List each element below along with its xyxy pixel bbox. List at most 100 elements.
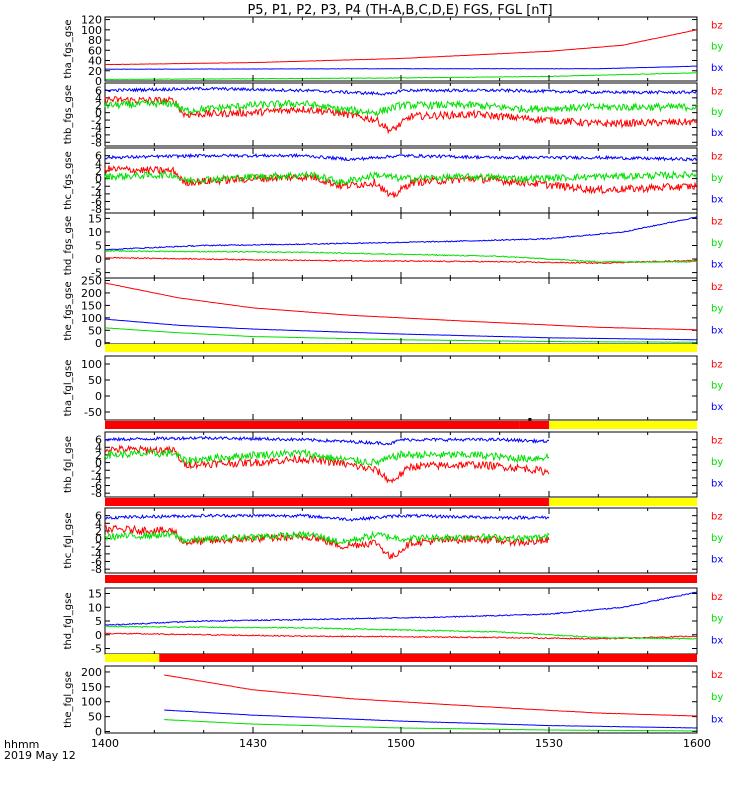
- legend-by: by: [711, 533, 723, 544]
- mode-bar: [105, 421, 697, 429]
- legend-bx: bx: [711, 63, 723, 74]
- mode-bar: [105, 344, 697, 352]
- legend-by: by: [711, 107, 723, 118]
- x-axis-units-label: hhmm: [4, 738, 39, 751]
- panel-frame: [104, 212, 698, 279]
- y-tick-label: 0: [95, 629, 102, 642]
- y-tick-label: 10: [88, 226, 102, 239]
- y-axis-label: tha_fgl_gse: [63, 360, 74, 417]
- y-tick-label: 6: [95, 84, 102, 97]
- mode-bar: [105, 498, 697, 506]
- series-bx: [164, 709, 698, 729]
- legend-bz: bz: [711, 592, 723, 603]
- y-tick-label: 50: [88, 324, 102, 337]
- panel-frame: [104, 355, 698, 421]
- series-by: [104, 249, 698, 263]
- y-tick-label: 100: [81, 358, 102, 371]
- series-bz: [104, 632, 698, 640]
- y-tick-label: 150: [81, 299, 102, 312]
- y-tick-label: -4: [91, 548, 102, 561]
- y-tick-label: 0: [95, 253, 102, 266]
- series-bz: [104, 282, 698, 331]
- y-axis-label: the_fgs_gse: [63, 281, 74, 340]
- y-tick-label: -6: [91, 196, 102, 209]
- y-tick-label: -4: [91, 472, 102, 485]
- panel-frame: [104, 16, 698, 82]
- mode-bar-segment: [105, 421, 520, 429]
- y-axis-label: the_fgl_gse: [63, 671, 74, 728]
- y-tick-label: -2: [91, 464, 102, 477]
- y-tick-label: 0: [95, 337, 102, 350]
- y-tick-label: 6: [95, 150, 102, 163]
- legend-bx: bx: [711, 195, 723, 206]
- legend-bx: bx: [711, 260, 723, 271]
- legend-by: by: [711, 173, 723, 184]
- y-tick-label: -50: [84, 406, 102, 419]
- y-tick-label: -6: [91, 480, 102, 493]
- series-by: [104, 625, 698, 640]
- mode-bar: [105, 654, 697, 662]
- y-tick-label: -8: [91, 563, 102, 576]
- y-tick-label: 0: [95, 457, 102, 470]
- y-tick-label: 50: [88, 711, 102, 724]
- y-tick-label: -6: [91, 129, 102, 142]
- legend-by: by: [711, 238, 723, 249]
- legend-by: by: [711, 42, 723, 53]
- legend-bz: bz: [711, 436, 723, 447]
- y-tick-label: 0: [95, 726, 102, 739]
- y-tick-label: -6: [91, 556, 102, 569]
- y-tick-label: -2: [91, 540, 102, 553]
- legend-bz: bz: [711, 152, 723, 163]
- legend-bz: bz: [711, 86, 723, 97]
- legend-by: by: [711, 457, 723, 468]
- x-tick-label: 1500: [387, 737, 415, 750]
- legend-bz: bz: [711, 21, 723, 32]
- series-bx: [104, 513, 550, 522]
- y-tick-label: -2: [91, 180, 102, 193]
- y-tick-label: 0: [95, 533, 102, 546]
- panel-frame: [104, 665, 698, 734]
- legend-bx: bx: [711, 128, 723, 139]
- panel-frame: [104, 431, 698, 498]
- y-tick-label: -4: [91, 188, 102, 201]
- series-by: [104, 448, 550, 467]
- series-by: [104, 170, 698, 186]
- y-tick-label: -8: [91, 203, 102, 216]
- x-tick-label: 1430: [239, 737, 267, 750]
- y-tick-label: 2: [95, 449, 102, 462]
- mode-bar-segment: [105, 498, 549, 506]
- y-tick-label: 2: [95, 525, 102, 538]
- x-tick-label: 1400: [91, 737, 119, 750]
- y-axis-label: thd_fgl_gse: [63, 593, 74, 650]
- series-by: [164, 719, 698, 732]
- mode-bar-segment: [519, 421, 549, 429]
- mode-bar-segment: [549, 498, 697, 506]
- x-axis: 1400 1430 1500 1530 1600: [91, 17, 711, 750]
- panel-the_fgl_gse: 0 50 100 150 200 the_fgl_gse bz by bx: [63, 665, 723, 739]
- legend-bz: bz: [711, 360, 723, 371]
- mode-bar: [105, 575, 697, 583]
- legend-bz: bz: [711, 282, 723, 293]
- y-axis-label: thb_fgl_gse: [63, 436, 74, 493]
- y-tick-label: -5: [91, 267, 102, 280]
- series-bz: [104, 256, 698, 265]
- legend-bx: bx: [711, 714, 723, 725]
- y-tick-label: 4: [95, 92, 102, 105]
- y-tick-label: 20: [88, 65, 102, 78]
- mode-bar-segment: [549, 421, 697, 429]
- y-tick-label: 150: [81, 681, 102, 694]
- mode-marker: [528, 418, 532, 421]
- series-bz: [104, 444, 550, 485]
- series-bx: [104, 435, 550, 446]
- y-tick-label: 0: [95, 75, 102, 88]
- mode-bar-segment: [105, 575, 697, 583]
- y-tick-label: 0: [95, 107, 102, 120]
- legend-bx: bx: [711, 402, 723, 413]
- mode-bar-segment: [105, 344, 697, 352]
